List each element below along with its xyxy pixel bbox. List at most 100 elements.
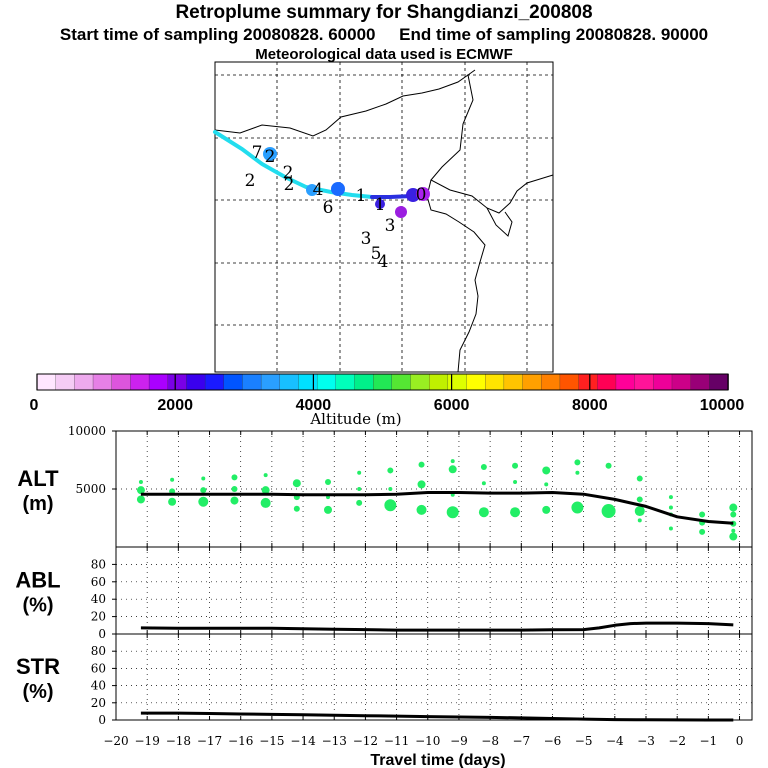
- series-line: [140, 711, 734, 722]
- x-tick-label: −12: [353, 734, 378, 748]
- chart-title: Retroplume summary for Shangdianzi_20080…: [175, 2, 593, 23]
- colorbar-cell: [671, 373, 692, 391]
- scatter-point: [136, 486, 145, 495]
- colorbar-cell: [335, 373, 356, 391]
- y-tick-label: 80: [91, 644, 106, 658]
- colorbar-cell: [522, 373, 542, 391]
- colorbar-tick-label: 4000: [296, 397, 332, 414]
- colorbar-cell: [111, 373, 132, 391]
- y-tick-label: 10000: [68, 424, 106, 438]
- x-tick-label: −9: [450, 734, 468, 748]
- trajectory-number: 7: [252, 143, 263, 163]
- x-tick-label: −2: [668, 734, 686, 748]
- scatter-point: [513, 480, 518, 485]
- scatter-point: [699, 528, 706, 535]
- y-tick-label: 60: [91, 575, 106, 589]
- colorbar-xlabel: Altitude (m): [309, 410, 401, 428]
- colorbar-cell: [148, 373, 169, 391]
- scatter-point: [260, 497, 271, 508]
- colorbar-tick-label: 0: [30, 397, 39, 414]
- x-tick-label: −17: [197, 734, 222, 748]
- scatter-point: [357, 470, 362, 475]
- colorbar-ticks: 0 2000 4000 6000 8000 10000: [30, 374, 745, 414]
- scatter-point: [230, 496, 239, 505]
- scatter-point: [637, 518, 642, 523]
- colorbar-cell: [354, 373, 374, 391]
- colorbar-cell: [466, 373, 486, 391]
- x-tick-label: −11: [384, 734, 409, 748]
- panel-str: 0 20 40 60 80 STR(%): [16, 633, 753, 727]
- x-tick-label: −15: [259, 734, 284, 748]
- y-tick-label: 20: [91, 610, 106, 624]
- colorbar-cell: [298, 373, 318, 391]
- x-tick-label: −13: [322, 734, 347, 748]
- y-tick-label: 80: [91, 557, 106, 571]
- scatter-point: [481, 481, 486, 486]
- colorbar-tick-label: 8000: [572, 397, 608, 414]
- y-tick-label: 0: [98, 627, 106, 641]
- x-tick-label: −6: [544, 734, 562, 748]
- scatter-point: [446, 506, 459, 519]
- colorbar-cell: [410, 373, 430, 391]
- colorbar-cell: [503, 373, 524, 391]
- scatter-point: [542, 466, 551, 475]
- panel-alt: 5000 10000 ALT(m): [17, 424, 753, 548]
- trajectory-number: 2: [265, 147, 276, 167]
- scatter-point: [478, 507, 489, 518]
- colorbar-cell: [709, 373, 729, 391]
- scatter-point: [261, 486, 270, 495]
- trajectory-dot: [263, 147, 277, 161]
- alt-scatter: [136, 459, 738, 541]
- colorbar-cell: [279, 373, 300, 391]
- scatter-point: [668, 495, 673, 500]
- x-tick-labels: −20 −19 −18 −17 −16 −15 −14 −13 −12 −11 −10 −9 −8 −7−…: [103, 734, 743, 748]
- scatter-point: [729, 532, 738, 541]
- colorbar-cell: [74, 373, 94, 391]
- map-coastlines: [214, 69, 554, 373]
- colorbar-cell: [429, 373, 449, 391]
- colorbar-cell: [690, 373, 711, 391]
- colorbar-cells: [36, 373, 729, 391]
- scatter-point: [416, 504, 427, 515]
- x-tick-label: −5: [575, 734, 593, 748]
- colorbar-cell: [186, 373, 206, 391]
- scatter-point: [636, 475, 643, 482]
- x-axis-label: Travel time (days): [370, 752, 505, 768]
- scatter-point: [170, 477, 175, 482]
- colorbar-cell: [316, 373, 337, 391]
- scatter-point: [731, 528, 736, 533]
- x-tick-label: −10: [415, 734, 440, 748]
- trajectory-dot: [416, 187, 430, 201]
- colorbar-cell: [92, 373, 113, 391]
- trajectory-number: 2: [283, 163, 294, 183]
- altitude-colorbar: 0 2000 4000 6000 8000 10000 Altitude (m): [30, 373, 745, 428]
- x-tick-label: −1: [700, 734, 718, 748]
- scatter-point: [574, 459, 581, 466]
- scatter-point: [201, 476, 206, 481]
- x-tick-label: −4: [606, 734, 624, 748]
- trajectory-number: 6: [323, 198, 334, 218]
- scatter-point: [730, 511, 737, 518]
- scatter-point: [293, 505, 300, 512]
- scatter-point: [356, 499, 363, 506]
- scatter-point: [636, 496, 643, 503]
- scatter-point: [231, 474, 238, 481]
- scatter-point: [448, 465, 457, 474]
- scatter-point: [292, 479, 301, 488]
- trajectory-number: 2: [284, 175, 295, 195]
- trajectory-number: 2: [245, 171, 256, 191]
- colorbar-cell: [373, 373, 393, 391]
- colorbar-tick-label: 10000: [700, 397, 745, 414]
- colorbar-cell: [578, 373, 599, 391]
- scatter-point: [699, 511, 706, 518]
- scatter-point: [450, 459, 455, 464]
- panel-unit: (%): [22, 595, 53, 617]
- scatter-point: [388, 487, 393, 491]
- scatter-point: [168, 497, 177, 506]
- scatter-point: [138, 480, 143, 485]
- scatter-point: [571, 501, 584, 514]
- panel-label: ABL: [15, 568, 60, 593]
- scatter-point: [418, 461, 425, 468]
- colorbar-cell: [36, 373, 57, 391]
